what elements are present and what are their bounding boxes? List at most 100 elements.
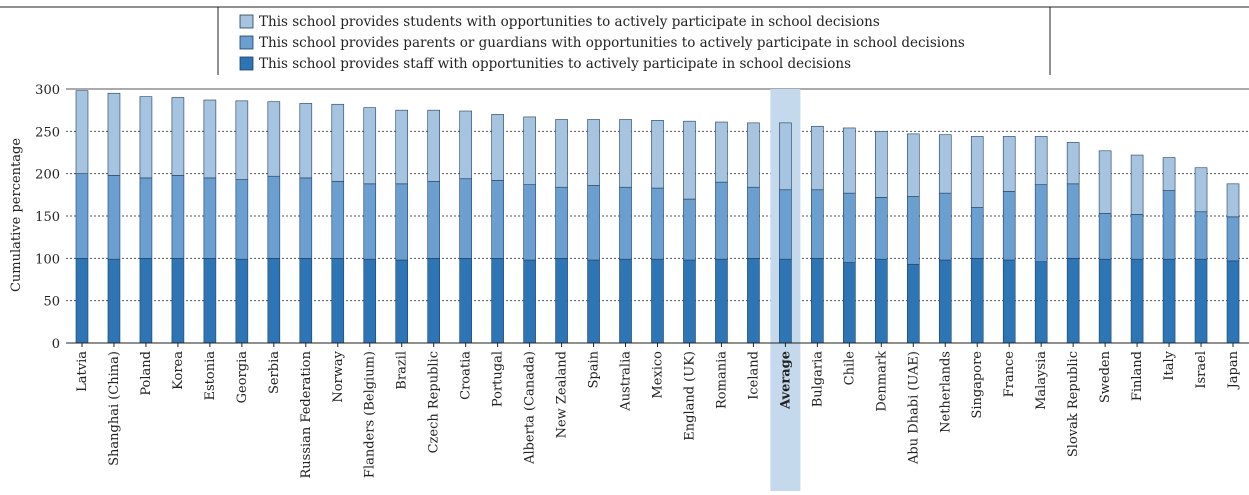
bar-segment (843, 127, 856, 194)
bar-segment (587, 185, 600, 261)
bar-segment (619, 258, 632, 344)
bar-segment (267, 258, 281, 344)
bar-segment (459, 258, 472, 344)
bar-segment (299, 103, 313, 179)
bar-segment (1162, 157, 1176, 191)
bar-segment (107, 258, 121, 344)
x-tick-label: Serbia (267, 351, 282, 394)
x-tick-label: Shanghai (China) (107, 351, 122, 466)
x-tick-label: England (UK) (682, 351, 697, 441)
bar-segment (523, 184, 536, 261)
x-tick-label: Norway (331, 350, 346, 402)
bar-segment (747, 122, 760, 188)
bar-segment (523, 259, 536, 344)
x-tick-label: Georgia (235, 351, 250, 404)
bar-segment (1098, 213, 1112, 260)
bar-segment (779, 122, 792, 191)
y-tick-label: 250 (35, 125, 60, 140)
bar-segment (395, 183, 409, 261)
bar-segment (267, 101, 281, 177)
x-tick-label: Chile (842, 351, 857, 386)
x-tick-label: Croatia (459, 351, 474, 400)
x-tick-label: Portugal (491, 351, 506, 407)
bar-segment (1226, 183, 1240, 218)
bar-segment (1194, 211, 1208, 260)
x-tick-label: Estonia (203, 351, 218, 401)
bar-segment (1066, 183, 1080, 259)
bar-segment (427, 180, 440, 259)
bar-segment (619, 186, 632, 260)
bar-segment (970, 136, 984, 208)
bar-segment (459, 178, 472, 259)
x-tick-label: New Zealand (555, 351, 570, 438)
legend-swatch (239, 56, 254, 71)
x-tick-label: Netherlands (938, 351, 953, 433)
bar-segment (747, 258, 760, 344)
bar-segment (683, 120, 696, 200)
x-tick-label: Singapore (970, 351, 985, 419)
y-tick-label: 200 (35, 168, 60, 183)
bar-segment (1162, 190, 1176, 260)
bar-segment (811, 258, 824, 344)
bar-segment (715, 258, 728, 344)
x-tick-label: Czech Republic (427, 351, 442, 453)
bar-segment (843, 262, 856, 344)
y-tick-label: 100 (35, 252, 60, 267)
bar-segment (779, 258, 792, 344)
bar-segment (970, 258, 984, 344)
x-tick-label: Iceland (746, 351, 761, 400)
x-tick-label: Mexico (651, 351, 666, 399)
legend-swatch (239, 35, 254, 50)
x-tick-label: France (1002, 351, 1017, 398)
legend: This school provides students with oppor… (0, 6, 1249, 75)
bar-segment (1098, 258, 1112, 344)
bar-segment (651, 187, 664, 260)
bar-segment (171, 258, 185, 344)
bar-segment (875, 258, 888, 344)
legend-entry: This school provides staff with opportun… (259, 56, 851, 72)
bars (75, 89, 1240, 491)
bar-segment (715, 181, 728, 260)
bar-segment (235, 100, 249, 180)
bar-segment (1194, 258, 1208, 344)
bar-segment (811, 125, 824, 191)
y-tick-label: 150 (35, 210, 60, 225)
bar-segment (395, 259, 409, 344)
bar-segment (970, 207, 984, 259)
x-tick-label: Finland (1130, 351, 1145, 401)
bar-segment (906, 196, 920, 265)
x-tick-label: Australia (619, 351, 634, 412)
bar-segment (203, 177, 217, 259)
bar-segment (75, 173, 89, 259)
x-tick-label: Average (778, 351, 793, 410)
bar-segment (427, 258, 440, 344)
bar-segment (875, 131, 888, 198)
bar-segment (107, 92, 121, 176)
x-tick-label: Russian Federation (299, 350, 314, 478)
bar-segment (363, 183, 377, 260)
bar-segment (1002, 259, 1016, 344)
bar-segment (427, 109, 440, 182)
bar-segment (875, 197, 888, 260)
x-tick-label: Spain (587, 350, 602, 388)
bar-segment (459, 110, 472, 180)
bar-segment (1002, 191, 1016, 261)
bar-segment (906, 263, 920, 344)
bar-segment (395, 109, 409, 185)
bar-segment (331, 103, 345, 182)
bar-segment (1194, 167, 1208, 213)
bar-segment (938, 259, 952, 344)
bar-segment (1066, 142, 1080, 185)
bar-segment (1002, 136, 1016, 192)
bar-segment (75, 258, 89, 344)
bar-segment (139, 96, 153, 179)
bar-segment (843, 192, 856, 263)
bar-segment (651, 258, 664, 344)
bar-segment (619, 119, 632, 188)
x-tick-label: Bulgaria (810, 351, 825, 408)
bar-segment (491, 114, 504, 181)
x-tick-label: Abu Dhabi (UAE) (906, 351, 921, 465)
bar-segment (938, 192, 952, 261)
